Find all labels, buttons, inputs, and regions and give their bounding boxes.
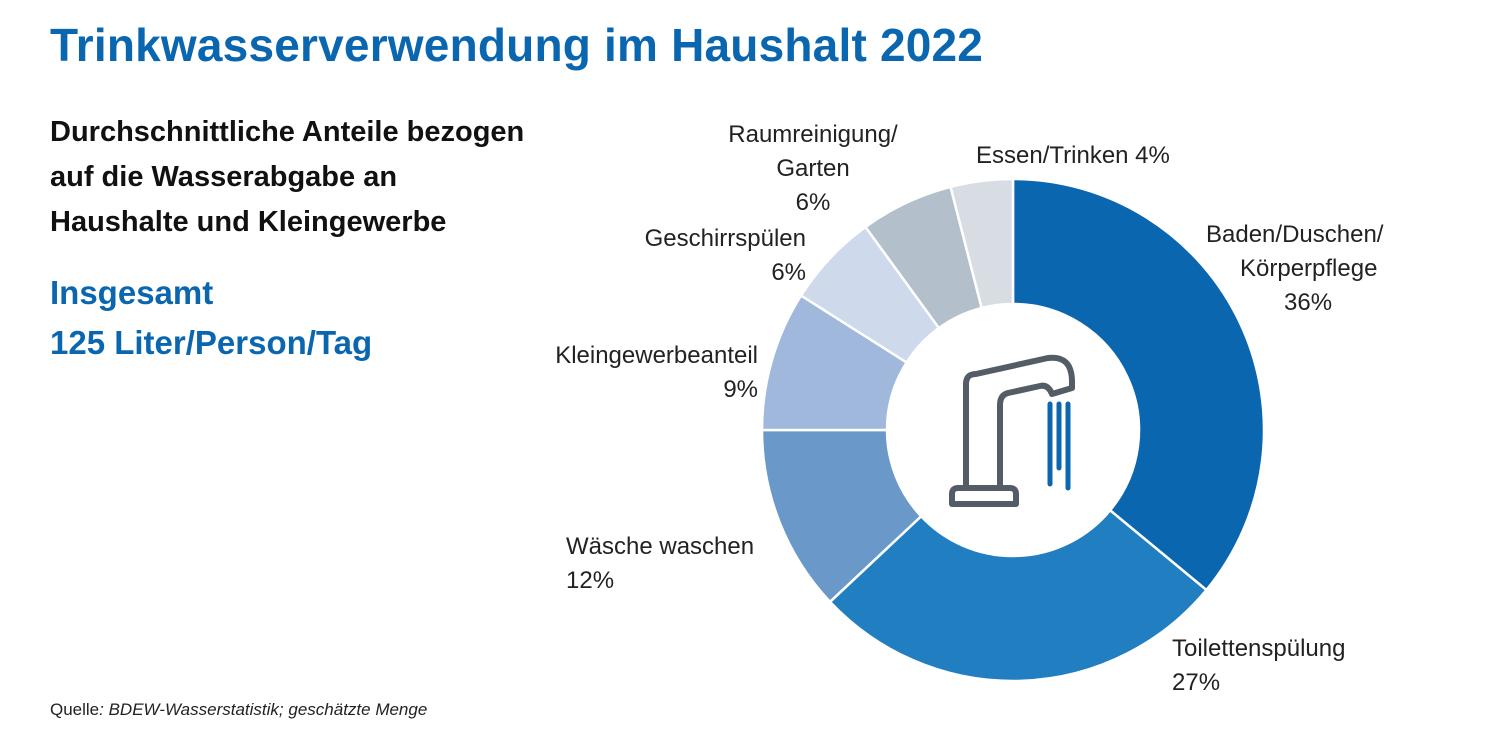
chart-title: Trinkwasserverwendung im Haushalt 2022 bbox=[50, 19, 984, 71]
label-kleingewerbe: Kleingewerbeanteil 9% bbox=[555, 342, 758, 403]
donut-slices bbox=[760, 177, 1266, 683]
chart-subtitle: Durchschnittliche Anteile bezogen auf di… bbox=[50, 110, 630, 245]
label-waesche: Wäsche waschen 12% bbox=[566, 533, 755, 594]
label-essen: Essen/Trinken 4% bbox=[976, 142, 1170, 169]
subtitle-line: auf die Wasserabgabe an bbox=[50, 161, 398, 193]
subtitle-line: Durchschnittliche Anteile bezogen bbox=[50, 116, 525, 148]
subtitle-line: Haushalte und Kleingewerbe bbox=[50, 206, 447, 238]
donut-slice bbox=[828, 508, 1209, 683]
label-geschirr: Geschirrspülen 6% bbox=[644, 225, 806, 286]
total-value: 125 Liter/Person/Tag bbox=[50, 324, 373, 361]
total-consumption: Insgesamt 125 Liter/Person/Tag bbox=[50, 268, 372, 368]
donut-slice bbox=[1011, 177, 1266, 592]
label-toilette: Toilettenspülung 27% bbox=[1172, 635, 1346, 696]
source-note: Quelle: BDEW-Wasserstatistik; geschätzte… bbox=[50, 700, 428, 719]
label-raumreinigung: Raumreinigung/ Garten 6% bbox=[728, 121, 898, 216]
label-baden: Baden/Duschen/ Körperpflege 36% bbox=[1206, 221, 1384, 316]
donut-slice bbox=[949, 177, 1015, 310]
faucet-icon bbox=[949, 354, 1075, 507]
total-label: Insgesamt bbox=[50, 274, 214, 311]
